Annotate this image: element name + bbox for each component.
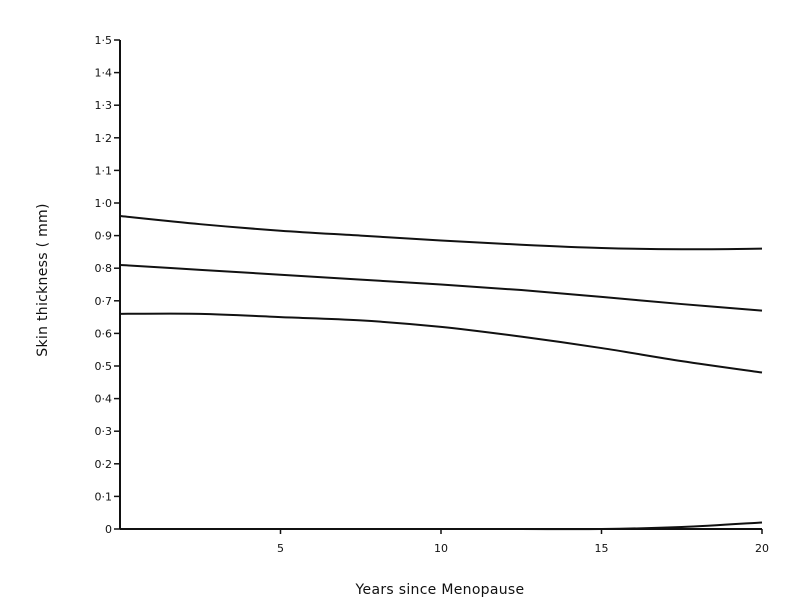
y-tick-label: 0·7 <box>95 295 113 308</box>
x-ticks: 5 10 15 20 <box>277 529 769 555</box>
x-tick-label: 15 <box>595 542 609 555</box>
series-line-2 <box>119 263 763 312</box>
series-line-3 <box>119 312 763 374</box>
y-tick-label: 0·5 <box>95 360 113 373</box>
y-ticks: 0 0·1 0·2 0·3 0·4 0·5 0·6 0·7 0·8 0·9 1·0 1·1 1·2 1·3… <box>95 34 120 536</box>
y-tick-label: 1·4 <box>95 67 113 80</box>
y-tick-label: 0·3 <box>95 425 113 438</box>
y-tick-label: 0·8 <box>95 262 113 275</box>
series-line-4 <box>120 521 763 531</box>
y-tick-label: 1·5 <box>95 34 113 47</box>
x-tick-label: 5 <box>277 542 284 555</box>
x-tick-label: 20 <box>755 542 769 555</box>
y-tick-label: 0·4 <box>95 393 113 406</box>
x-axis-title: Years since Menopause <box>355 582 525 598</box>
series-line-1 <box>119 215 763 251</box>
y-tick-label: 0·1 <box>95 490 113 503</box>
x-tick-label: 10 <box>434 542 448 555</box>
y-axis-title: Skin thickness ( mm) <box>35 203 51 356</box>
y-tick-label: 0·9 <box>95 230 113 243</box>
y-tick-label: 1·2 <box>95 132 113 145</box>
series-group <box>119 215 763 531</box>
y-tick-label: 1·0 <box>95 197 113 210</box>
y-tick-label: 1·3 <box>95 99 113 112</box>
y-tick-label: 0·2 <box>95 458 113 471</box>
y-tick-label: 1·1 <box>95 164 113 177</box>
y-tick-label: 0·6 <box>95 327 113 340</box>
y-tick-label: 0 <box>105 523 112 536</box>
